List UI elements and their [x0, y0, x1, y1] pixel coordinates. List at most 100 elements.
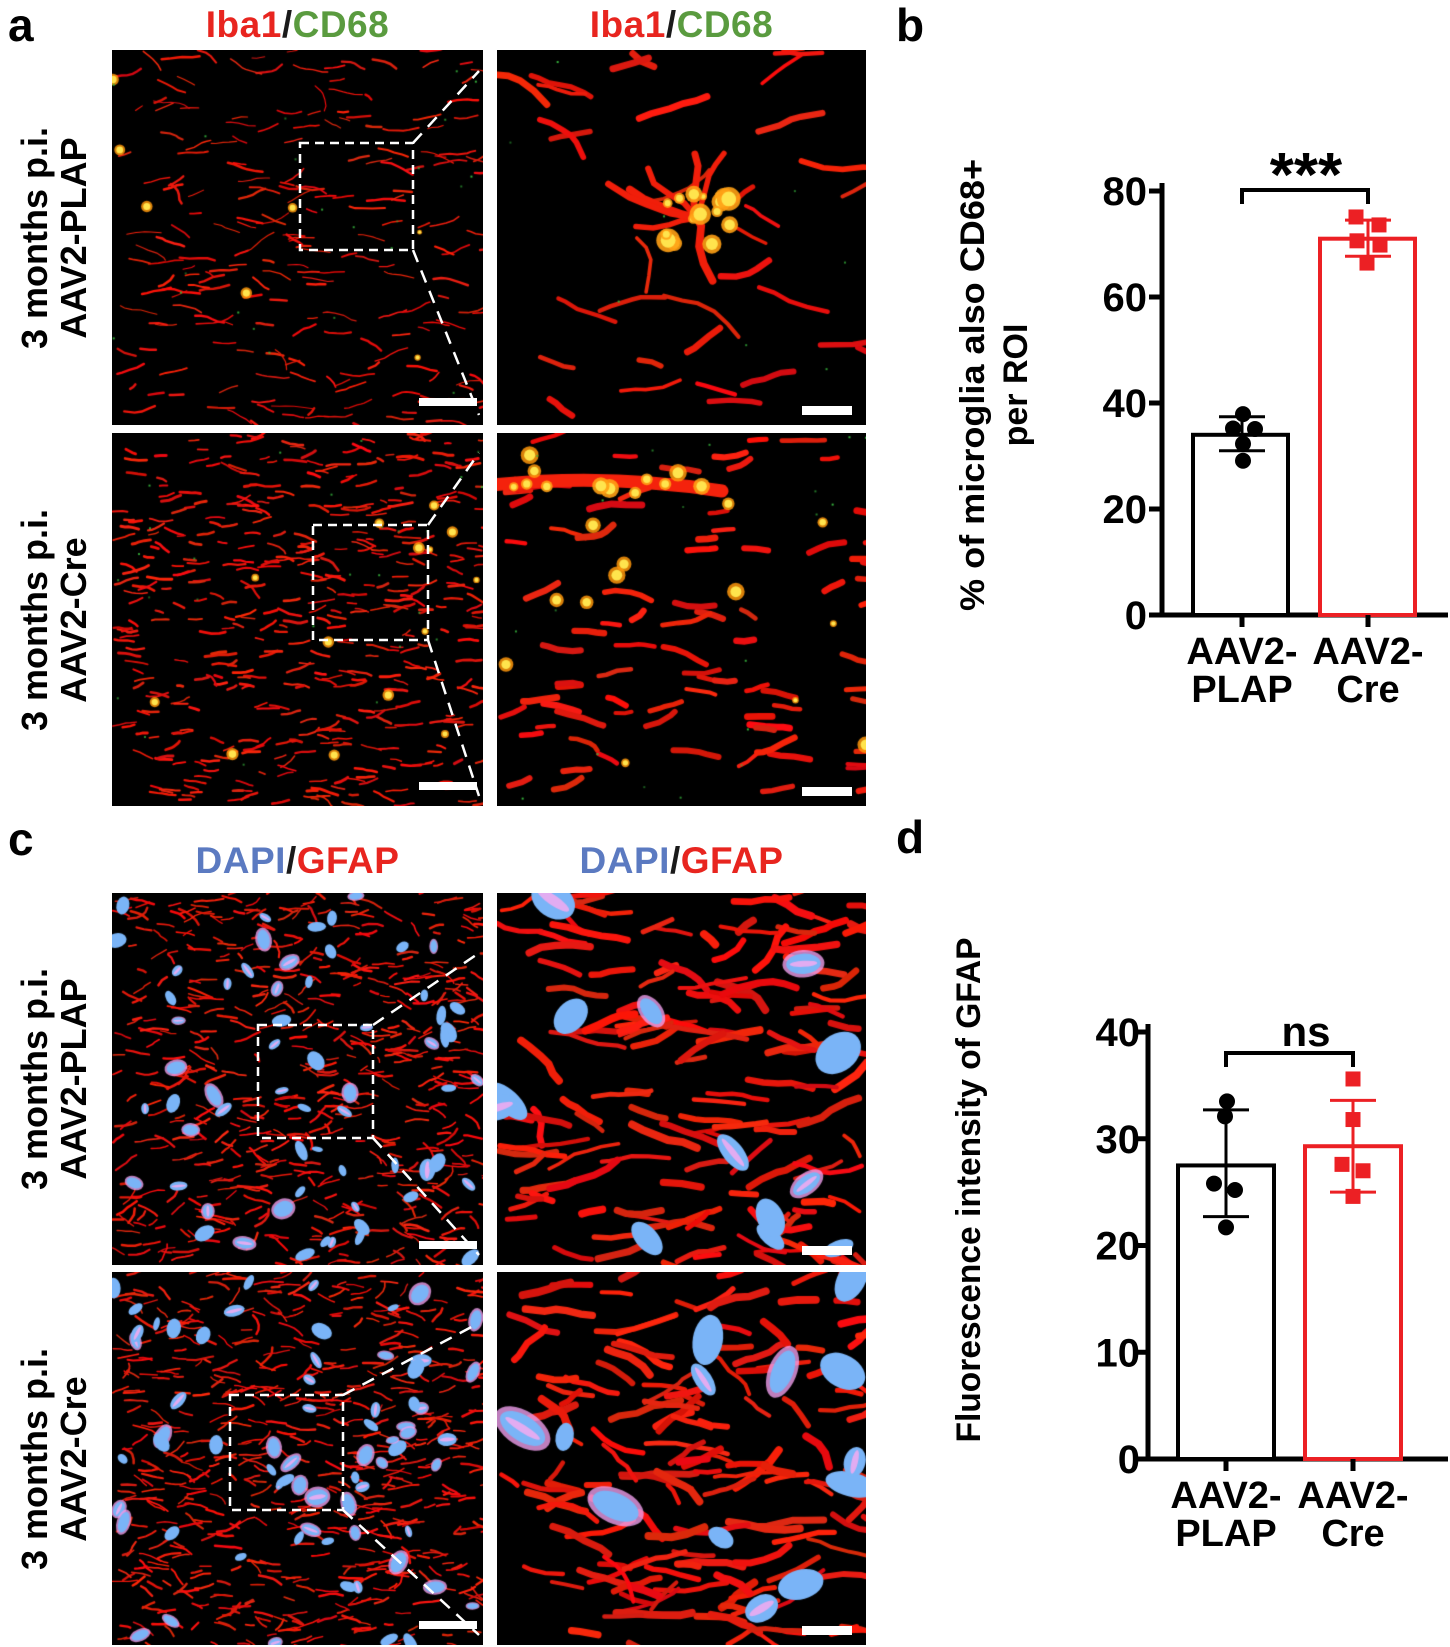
stain-label-dapi: DAPI [579, 840, 670, 881]
panel-b-label: b [896, 0, 925, 51]
row-label-line: 3 months p.i. [14, 967, 56, 1191]
panel-c-title-left: DAPI/GFAP [112, 840, 483, 881]
row-label-line: 3 months p.i. [14, 126, 56, 349]
significance-bracket [1224, 1051, 1355, 1067]
y-tick-label: 10 [1096, 1331, 1141, 1375]
y-tick-label: 20 [1103, 488, 1148, 532]
y-tick-label: 20 [1096, 1225, 1141, 1269]
data-point [1345, 1112, 1361, 1128]
scale-bar [419, 782, 477, 790]
significance-label: ns [1281, 1008, 1330, 1055]
row-label-line: AAV2-PLAP [53, 978, 95, 1180]
category-label: AAV2- [1297, 1475, 1408, 1517]
data-point [1247, 420, 1263, 437]
micrograph-canvas [112, 433, 483, 806]
data-point [1334, 1156, 1350, 1172]
data-point [1349, 233, 1365, 249]
stain-label-slash: / [669, 840, 681, 881]
row-label-line: AAV2-Cre [53, 536, 95, 703]
category-label: AAV2- [1312, 631, 1423, 673]
stain-label-dapi: DAPI [195, 840, 286, 881]
panel-a-title-left: Iba1/CD68 [112, 4, 483, 45]
y-tick-label: 0 [1118, 1438, 1140, 1482]
category-label: PLAP [1191, 669, 1292, 711]
micrograph-canvas [497, 893, 866, 1265]
micrograph-aav2-cre-dapi-gfap-zoom [497, 1272, 866, 1645]
significance-label: *** [1270, 141, 1343, 210]
data-point [1359, 255, 1375, 271]
stain-label-iba1: Iba1 [205, 4, 282, 45]
bar-AAV2-Cre [1318, 236, 1417, 617]
significance-bracket [1240, 188, 1370, 204]
data-point [1219, 1093, 1235, 1110]
row-label-a-cre: 3 months p.i. AAV2-Cre [2, 433, 106, 806]
panel-d-label: d [896, 811, 925, 863]
micrograph-aav2-cre-dapi-gfap [112, 1272, 483, 1645]
scale-bar [802, 787, 852, 796]
micrograph-aav2-plap-dapi-gfap-zoom [497, 893, 866, 1265]
panel-c-title-right: DAPI/GFAP [497, 840, 866, 881]
scale-bar [419, 1621, 477, 1629]
data-point [1348, 209, 1364, 225]
micrograph-aav2-cre-iba1-cd68-zoom [497, 433, 866, 806]
stain-label-slash: / [281, 4, 293, 45]
row-label-c-cre: 3 months p.i. AAV2-Cre [2, 1272, 106, 1645]
data-point [1206, 1175, 1222, 1192]
y-axis-title: % of microglia also CD68+ [954, 159, 992, 611]
data-point [1371, 217, 1387, 233]
micrograph-aav2-plap-dapi-gfap [112, 893, 483, 1265]
stain-label-cd68: CD68 [292, 4, 390, 45]
chart-gfap-fluorescence-intensity: 0 10 20 30 40 Fluorescence intensity of GFAP A… [950, 938, 1448, 1555]
category-label: PLAP [1175, 1513, 1276, 1555]
micrograph-canvas [112, 1272, 483, 1645]
scale-bar [802, 406, 852, 415]
stain-label-gfap: GFAP [680, 840, 784, 881]
y-tick-label: 80 [1103, 170, 1148, 214]
data-point [1235, 406, 1251, 423]
stain-label-slash: / [665, 4, 677, 45]
category-label: Cre [1321, 1513, 1384, 1555]
data-point [1345, 1188, 1361, 1204]
scale-bar [419, 1241, 477, 1249]
category-label: AAV2- [1186, 631, 1297, 673]
category-label: Cre [1336, 669, 1399, 711]
stain-label-cd68: CD68 [676, 4, 774, 45]
stain-label-gfap: GFAP [296, 840, 400, 881]
y-tick-label: 40 [1103, 382, 1148, 426]
data-point [1345, 1071, 1361, 1087]
data-point [1217, 1108, 1233, 1125]
micrograph-aav2-cre-iba1-cd68 [112, 433, 483, 806]
micrograph-canvas [497, 1272, 866, 1645]
chart-cd68-positive-microglia: 0 20 40 60 80 % of microglia also CD68+ per RO… [954, 141, 1448, 711]
y-tick-label: 60 [1103, 276, 1148, 320]
row-label-c-plap: 3 months p.i. AAV2-PLAP [2, 893, 106, 1265]
panel-c-label: c [8, 813, 34, 865]
panel-a-label: a [8, 0, 34, 51]
stain-label-iba1: Iba1 [589, 4, 666, 45]
y-tick-label: 40 [1096, 1011, 1141, 1055]
y-axis-title: Fluorescence intensity of GFAP [950, 938, 988, 1443]
micrograph-aav2-plap-iba1-cd68-zoom [497, 50, 866, 425]
data-point [1355, 1163, 1371, 1179]
y-axis-title: per ROI [997, 324, 1035, 447]
row-label-line: 3 months p.i. [14, 1347, 56, 1570]
micrograph-aav2-plap-iba1-cd68 [112, 50, 483, 425]
micrograph-canvas [112, 893, 483, 1265]
micrograph-canvas [112, 50, 483, 425]
row-label-line: AAV2-Cre [53, 1375, 95, 1542]
data-point [1235, 452, 1251, 469]
row-label-line: 3 months p.i. [14, 508, 56, 731]
category-label: AAV2- [1170, 1475, 1281, 1517]
data-point [1227, 1181, 1243, 1198]
y-tick-label: 30 [1096, 1118, 1141, 1162]
scale-bar [419, 398, 477, 406]
micrograph-canvas [497, 50, 866, 425]
row-label-a-plap: 3 months p.i. AAV2-PLAP [2, 50, 106, 425]
data-point [1225, 420, 1241, 437]
micrograph-canvas [497, 433, 866, 806]
y-tick-label: 0 [1125, 594, 1147, 638]
panel-a-title-right: Iba1/CD68 [497, 4, 866, 45]
stain-label-slash: / [285, 840, 297, 881]
data-point [1235, 435, 1251, 452]
